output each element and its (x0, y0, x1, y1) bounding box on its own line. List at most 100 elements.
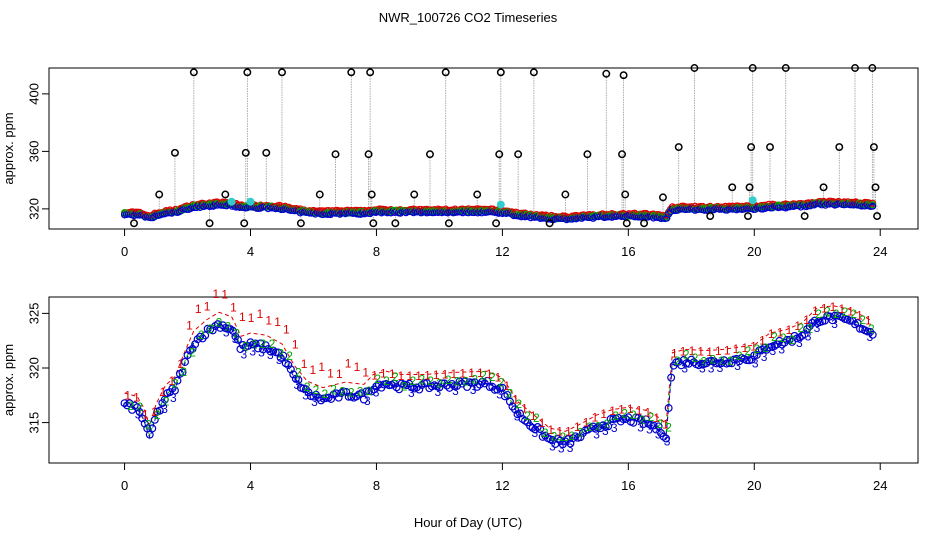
series-1-marker: 1 (830, 300, 837, 314)
series-3-marker: 3 (646, 422, 653, 436)
series-1-marker: 1 (838, 302, 845, 316)
series-2-marker: 2 (604, 417, 611, 431)
series-3-marker: 3 (135, 408, 142, 422)
series-3-marker: 3 (796, 336, 803, 350)
x-tick-label: 16 (621, 478, 635, 493)
series-3-point (246, 338, 255, 347)
series-3-marker: 3 (681, 361, 688, 375)
x-tick-label: 24 (873, 244, 887, 259)
series-3-point (342, 387, 351, 396)
series-3-marker: 3 (664, 435, 671, 449)
y-tick-label: 360 (26, 141, 41, 163)
series-1-marker: 1 (777, 325, 784, 339)
series-3-point (498, 383, 507, 392)
series-2-marker: 2 (762, 341, 769, 355)
raw-spike-point (622, 219, 631, 228)
series-2-marker: 2 (665, 421, 672, 435)
raw-spike-point (347, 68, 356, 77)
series-2-marker: 2 (427, 374, 434, 388)
series-1-marker: 1 (195, 302, 202, 316)
series-3-point (619, 415, 628, 424)
cyan-point (748, 196, 757, 205)
series-1-marker: 1 (856, 309, 863, 323)
series-3-point (150, 415, 159, 424)
series-3-point (589, 422, 598, 431)
series-1-marker: 1 (327, 366, 334, 380)
series-2-marker: 2 (771, 330, 778, 344)
series-2-marker: 2 (436, 377, 443, 391)
series-3-point (168, 384, 177, 393)
raw-spike-point (369, 219, 378, 228)
series-1-marker: 1 (239, 310, 246, 324)
series-3-marker: 3 (734, 359, 741, 373)
x-tick-label: 8 (373, 478, 380, 493)
series-3-marker: 3 (655, 428, 662, 442)
series-2-marker: 2 (559, 430, 566, 444)
series-2-marker: 2 (251, 337, 258, 351)
series-2-marker: 2 (410, 374, 417, 388)
series-3-marker: 3 (364, 394, 371, 408)
series-1-marker: 1 (213, 287, 220, 301)
raw-spike-point (492, 219, 501, 228)
series-2-marker: 2 (383, 374, 390, 388)
series-2-marker: 2 (842, 305, 849, 319)
y-tick-label: 325 (26, 303, 41, 325)
series-3-point (233, 335, 242, 344)
series-3-point (684, 359, 693, 368)
series-2-marker: 2 (533, 411, 540, 425)
series-3-marker: 3 (611, 421, 618, 435)
series-2-marker: 2 (551, 429, 558, 443)
series-3-marker: 3 (514, 409, 521, 423)
series-1-marker: 1 (433, 368, 440, 382)
series-3-marker: 3 (241, 347, 248, 361)
series-1-marker: 1 (318, 360, 325, 374)
raw-spike-point (410, 190, 419, 199)
series-2-marker: 2 (207, 322, 214, 336)
series-1-marker: 1 (636, 404, 643, 418)
series-1-marker: 1 (697, 345, 704, 359)
x-tick-label: 4 (247, 244, 254, 259)
series-3-point (606, 415, 615, 424)
series-2-marker: 2 (216, 316, 223, 330)
series-3-point (359, 395, 368, 404)
series-1-marker: 1 (724, 343, 731, 357)
series-3-point (505, 397, 514, 406)
series-3-point (170, 386, 179, 395)
raw-spike-point (868, 64, 877, 72)
series-3-point (641, 415, 650, 424)
series-1-marker: 1 (583, 415, 590, 429)
raw-spike-point (728, 183, 737, 192)
series-2-marker: 2 (683, 348, 690, 362)
series-3-point (490, 385, 499, 394)
x-axis-label: Hour of Day (UTC) (414, 515, 522, 530)
series-2-marker: 2 (321, 387, 328, 401)
series-2-marker: 2 (180, 365, 187, 379)
raw-spike-point (243, 68, 252, 77)
series-3-point (450, 382, 459, 391)
chart-title: NWR_100726 CO2 Timeseries (379, 10, 558, 25)
series-2-marker: 2 (701, 354, 708, 368)
raw-spike-point (441, 68, 450, 77)
series-1-marker: 1 (521, 402, 528, 416)
series-3-point (576, 433, 585, 442)
raw-spike-point (851, 64, 859, 72)
series-3-point (820, 316, 829, 325)
series-2-marker: 2 (656, 417, 663, 431)
series-3-marker: 3 (435, 385, 442, 399)
series-2-marker: 2 (330, 382, 337, 396)
series-3-point (276, 353, 285, 362)
raw-spike-point (674, 143, 683, 152)
series-1-marker: 1 (495, 370, 502, 384)
series-1-marker: 1 (812, 304, 819, 318)
series-3-marker: 3 (408, 386, 415, 400)
series-3-point (120, 399, 129, 408)
series-1-marker: 1 (741, 341, 748, 355)
series-3-point (201, 331, 210, 340)
series-3-point (216, 323, 225, 332)
raw-spike-point (871, 183, 880, 192)
series-1-marker: 1 (715, 344, 722, 358)
series-3-point (173, 376, 182, 385)
series-1-marker: 1 (512, 392, 519, 406)
series-2-marker: 2 (269, 337, 276, 351)
